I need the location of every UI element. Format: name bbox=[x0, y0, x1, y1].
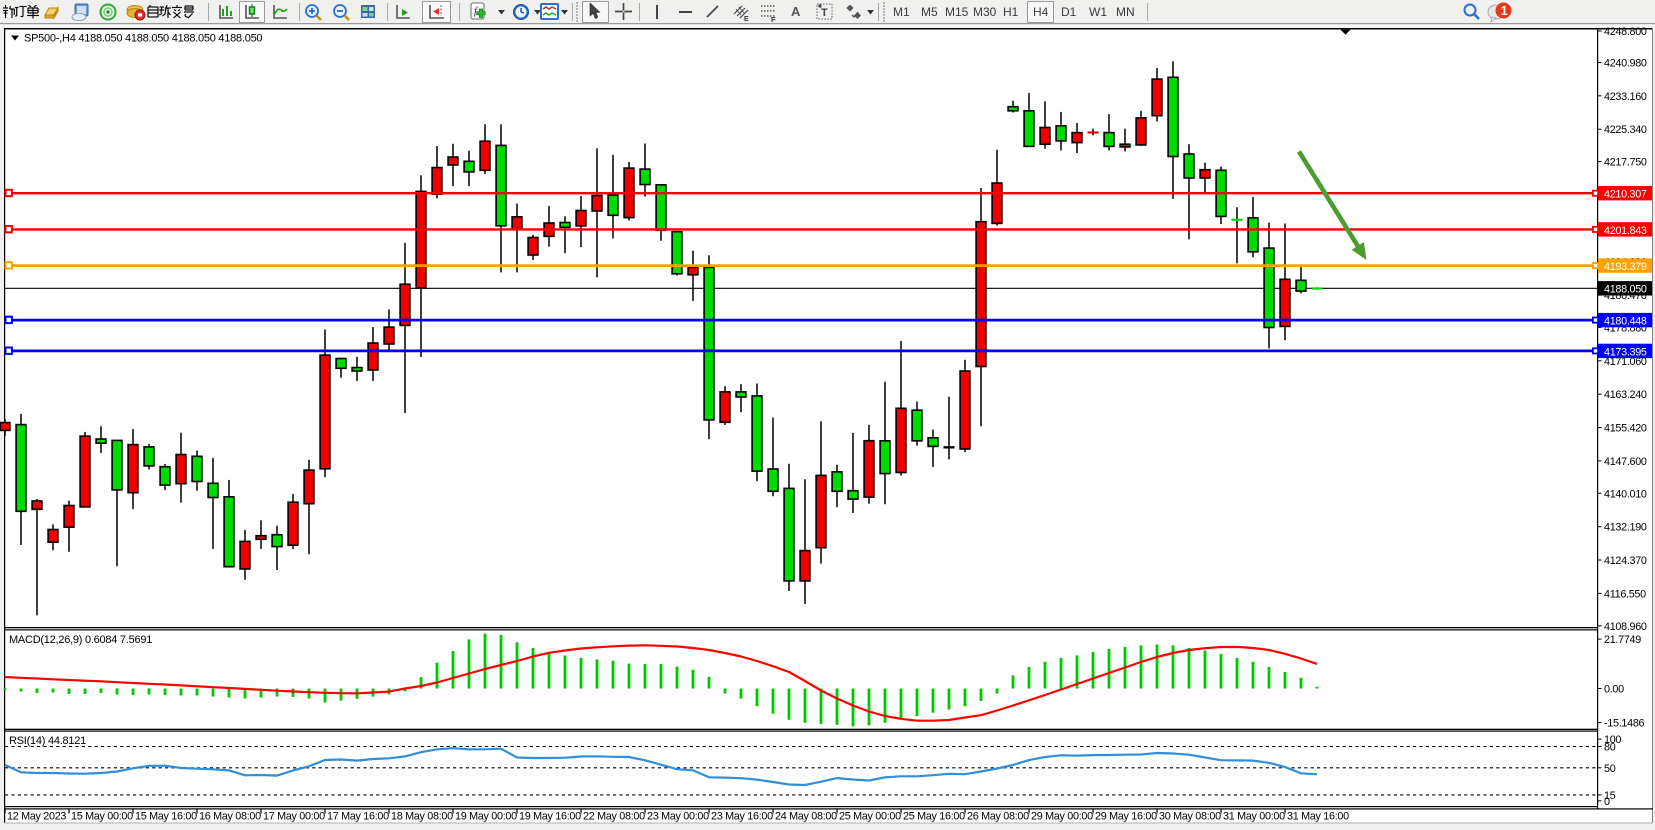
svg-text:SP500-,H4 4188.050 4188.050 4: SP500-,H4 4188.050 4188.050 4188.050 418… bbox=[24, 33, 262, 45]
svg-text:18 May 08:00: 18 May 08:00 bbox=[391, 811, 453, 823]
svg-text:4163.240: 4163.240 bbox=[1604, 389, 1647, 401]
svg-text:4108.960: 4108.960 bbox=[1604, 621, 1647, 633]
svg-text:4173.395: 4173.395 bbox=[1604, 346, 1647, 358]
svg-text:4140.010: 4140.010 bbox=[1604, 488, 1647, 500]
svg-text:19 May 00:00: 19 May 00:00 bbox=[455, 811, 517, 823]
svg-text:31 May 16:00: 31 May 16:00 bbox=[1287, 811, 1349, 823]
svg-text:4171.060: 4171.060 bbox=[1604, 356, 1647, 368]
svg-text:26 May 08:00: 26 May 08:00 bbox=[967, 811, 1029, 823]
svg-text:4116.550: 4116.550 bbox=[1604, 588, 1646, 600]
svg-text:22 May 08:00: 22 May 08:00 bbox=[583, 811, 645, 823]
svg-text:4240.980: 4240.980 bbox=[1604, 58, 1647, 70]
svg-text:MACD(12,26,9) 0.6084 7.5691: MACD(12,26,9) 0.6084 7.5691 bbox=[9, 634, 152, 646]
svg-text:15 May 00:00: 15 May 00:00 bbox=[71, 811, 133, 823]
svg-text:4180.448: 4180.448 bbox=[1604, 316, 1647, 328]
svg-text:4124.370: 4124.370 bbox=[1604, 555, 1647, 567]
svg-text:30 May 08:00: 30 May 08:00 bbox=[1159, 811, 1221, 823]
svg-text:E: E bbox=[744, 16, 749, 22]
svg-text:0: 0 bbox=[1604, 796, 1610, 808]
svg-text:17 May 00:00: 17 May 00:00 bbox=[263, 811, 325, 823]
svg-text:1: 1 bbox=[1501, 4, 1508, 18]
svg-text:17 May 16:00: 17 May 16:00 bbox=[327, 811, 389, 823]
svg-text:RSI(14) 44.8121: RSI(14) 44.8121 bbox=[9, 735, 86, 747]
svg-text:T: T bbox=[821, 7, 828, 19]
svg-text:23 May 16:00: 23 May 16:00 bbox=[711, 811, 773, 823]
svg-text:4233.160: 4233.160 bbox=[1604, 91, 1647, 103]
svg-text:31 May 00:00: 31 May 00:00 bbox=[1223, 811, 1285, 823]
svg-text:-15.1486: -15.1486 bbox=[1604, 718, 1645, 730]
svg-text:4248.800: 4248.800 bbox=[1604, 26, 1647, 38]
svg-text:100: 100 bbox=[1604, 734, 1621, 746]
svg-text:21.7749: 21.7749 bbox=[1604, 634, 1641, 646]
svg-text:15: 15 bbox=[1604, 790, 1616, 802]
svg-text:4201.843: 4201.843 bbox=[1604, 225, 1647, 237]
svg-text:24 May 08:00: 24 May 08:00 bbox=[775, 811, 837, 823]
svg-text:0.00: 0.00 bbox=[1604, 684, 1624, 696]
svg-text:19 May 16:00: 19 May 16:00 bbox=[519, 811, 581, 823]
svg-text:16 May 08:00: 16 May 08:00 bbox=[199, 811, 261, 823]
svg-text:80: 80 bbox=[1604, 742, 1616, 754]
svg-text:f: f bbox=[474, 5, 479, 17]
svg-text:4193.379: 4193.379 bbox=[1604, 261, 1647, 273]
svg-text:25 May 00:00: 25 May 00:00 bbox=[839, 811, 901, 823]
svg-text:12 May 2023: 12 May 2023 bbox=[7, 811, 66, 823]
svg-text:4210.307: 4210.307 bbox=[1604, 189, 1647, 201]
svg-text:23 May 00:00: 23 May 00:00 bbox=[647, 811, 709, 823]
svg-text:15 May 16:00: 15 May 16:00 bbox=[135, 811, 197, 823]
svg-text:50: 50 bbox=[1604, 763, 1616, 775]
svg-text:29 May 00:00: 29 May 00:00 bbox=[1031, 811, 1093, 823]
svg-text:4132.190: 4132.190 bbox=[1604, 522, 1647, 534]
svg-text:29 May 16:00: 29 May 16:00 bbox=[1095, 811, 1157, 823]
svg-text:4155.420: 4155.420 bbox=[1604, 423, 1647, 435]
svg-text:4217.750: 4217.750 bbox=[1604, 157, 1647, 169]
svg-text:4147.600: 4147.600 bbox=[1604, 456, 1647, 468]
svg-text:25 May 16:00: 25 May 16:00 bbox=[903, 811, 965, 823]
svg-text:F: F bbox=[771, 15, 776, 22]
svg-text:4188.050: 4188.050 bbox=[1604, 284, 1647, 296]
svg-text:4225.340: 4225.340 bbox=[1604, 124, 1647, 136]
